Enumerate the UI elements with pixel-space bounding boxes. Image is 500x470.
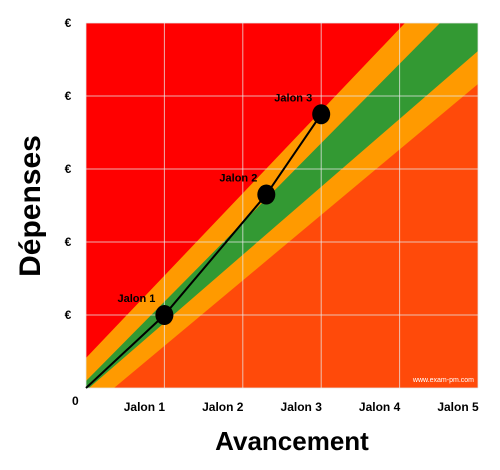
point-labels: Jalon 1 Jalon 2 Jalon 3 bbox=[117, 92, 312, 305]
milestone-marker bbox=[155, 305, 174, 325]
milestone-label: Jalon 3 bbox=[274, 92, 312, 104]
watermark: www.exam-pm.com bbox=[412, 377, 474, 384]
x-axis-title: Avancement bbox=[215, 426, 369, 456]
milestone-label: Jalon 2 bbox=[219, 173, 257, 185]
x-tick-label: Jalon 4 bbox=[359, 400, 401, 414]
x-tick-label: Jalon 5 bbox=[437, 400, 479, 414]
x-tick-label: Jalon 2 bbox=[202, 400, 244, 414]
x-tick-label: Jalon 3 bbox=[281, 400, 323, 414]
series-layer bbox=[85, 104, 331, 389]
y-tick-label: € bbox=[65, 308, 72, 322]
zone-green bbox=[86, 23, 478, 388]
plot-background-zones bbox=[86, 23, 478, 388]
origin-label: 0 bbox=[72, 394, 79, 408]
y-tick-label: € bbox=[65, 16, 72, 30]
x-tick-label: Jalon 1 bbox=[124, 400, 166, 414]
y-axis-ticks: € € € € € bbox=[65, 16, 72, 322]
plot-grid bbox=[85, 22, 479, 389]
milestone-marker bbox=[312, 104, 331, 125]
y-tick-label: € bbox=[65, 162, 72, 176]
milestone-label: Jalon 1 bbox=[117, 293, 155, 305]
y-tick-label: € bbox=[65, 89, 72, 103]
milestone-marker bbox=[257, 184, 276, 205]
y-tick-label: € bbox=[65, 235, 72, 249]
progress-line bbox=[85, 113, 323, 389]
x-axis-ticks: Jalon 1 Jalon 2 Jalon 3 Jalon 4 Jalon 5 bbox=[124, 400, 479, 414]
y-axis-title: Dépenses bbox=[14, 135, 47, 277]
